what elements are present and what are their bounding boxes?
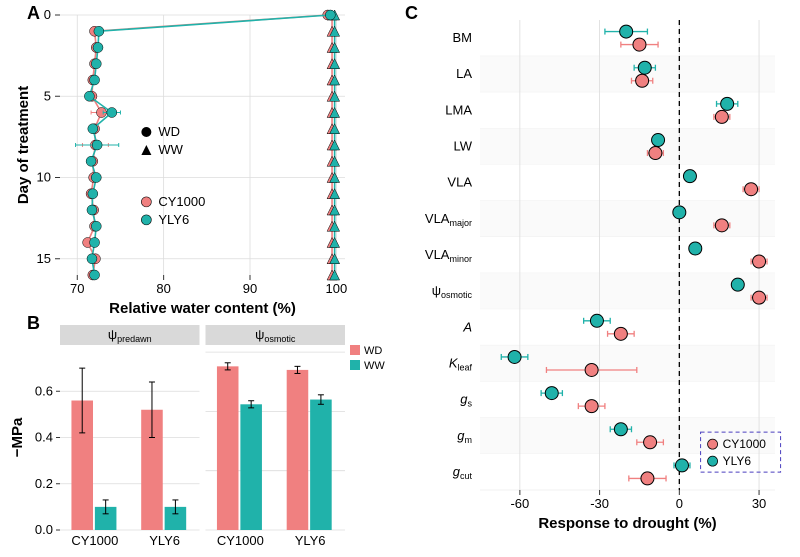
svg-text:100: 100 [326, 281, 348, 296]
panel-b-legend: WD WW [350, 345, 385, 372]
row-label: LMA [445, 102, 472, 117]
panel-b-letter: B [27, 313, 40, 333]
point [585, 363, 598, 376]
svg-text:15: 15 [37, 251, 51, 266]
panel-c-letter: C [405, 3, 418, 23]
panel-b: B−MPaψpredawn0.00.20.40.6CY1000YLY6ψosmo… [9, 313, 385, 548]
row-label: LW [453, 139, 472, 154]
point [675, 459, 688, 472]
svg-text:YLY6: YLY6 [149, 533, 180, 548]
row-label: ψosmotic [432, 283, 473, 300]
svg-text:CY1000: CY1000 [71, 533, 118, 548]
svg-text:30: 30 [752, 496, 766, 511]
point [753, 291, 766, 304]
row-label: A [462, 319, 472, 334]
row-label: gcut [453, 464, 473, 481]
svg-text:0: 0 [676, 496, 683, 511]
point [508, 350, 521, 363]
panel-c-xlabel: Response to drought (%) [538, 515, 716, 532]
bar [217, 366, 239, 530]
row-label: VLA [447, 175, 472, 190]
row-label: VLAminor [425, 247, 472, 264]
svg-text:-30: -30 [590, 496, 609, 511]
svg-text:80: 80 [156, 281, 170, 296]
point [585, 400, 598, 413]
bar [310, 400, 332, 530]
point [649, 147, 662, 160]
svg-text:0.4: 0.4 [35, 430, 53, 445]
svg-text:10: 10 [37, 170, 51, 185]
svg-text:WW: WW [364, 360, 385, 372]
svg-text:70: 70 [70, 281, 84, 296]
point [689, 242, 702, 255]
svg-text:0.6: 0.6 [35, 383, 53, 398]
panel-a: A 70 80 90 100 0 5 10 15 Relative water content (… [15, 3, 347, 317]
panel-b-facet: ψpredawn0.00.20.40.6CY1000YLY6 [35, 325, 200, 548]
svg-text:90: 90 [243, 281, 257, 296]
svg-text:YLY6: YLY6 [723, 454, 752, 468]
svg-text:0.0: 0.0 [35, 522, 53, 537]
bar [240, 404, 262, 530]
svg-text:CY1000: CY1000 [217, 533, 264, 548]
svg-text:YLY6: YLY6 [295, 533, 326, 548]
point [638, 61, 651, 74]
svg-text:0: 0 [44, 7, 51, 22]
panel-b-ylabel: −MPa [9, 417, 26, 457]
point [731, 278, 744, 291]
svg-text:5: 5 [44, 88, 51, 103]
row-label: LA [456, 66, 472, 81]
svg-text:WW: WW [158, 142, 183, 157]
row-label: gs [460, 392, 472, 409]
point [641, 472, 654, 485]
point [715, 110, 728, 123]
point [614, 423, 627, 436]
point [683, 170, 696, 183]
row-label: BM [453, 30, 473, 45]
svg-text:CY1000: CY1000 [723, 437, 767, 451]
row-label: gm [457, 428, 472, 445]
point [620, 25, 633, 38]
point [633, 38, 646, 51]
panel-b-facet: ψosmoticCY1000YLY6 [206, 325, 346, 548]
svg-text:-60: -60 [510, 496, 529, 511]
svg-text:WD: WD [158, 124, 180, 139]
panel-a-ylabel: Day of treatment [15, 86, 32, 204]
panel-c: C -60 -30 0 30 Response to drought (%) BM LA LMA… [405, 3, 781, 532]
row-label: Kleaf [449, 355, 473, 372]
svg-text:CY1000: CY1000 [158, 194, 205, 209]
point [644, 436, 657, 449]
point [721, 97, 734, 110]
point [745, 183, 758, 196]
point [545, 387, 558, 400]
row-label: VLAmajor [425, 211, 472, 228]
svg-text:YLY6: YLY6 [158, 212, 189, 227]
point [753, 255, 766, 268]
svg-text:WD: WD [364, 345, 382, 357]
bar [287, 370, 309, 530]
panel-a-xlabel: Relative water content (%) [109, 300, 296, 317]
point [652, 134, 665, 147]
point [673, 206, 686, 219]
point [636, 74, 649, 87]
svg-text:0.2: 0.2 [35, 476, 53, 491]
point [715, 219, 728, 232]
point [590, 314, 603, 327]
panel-a-letter: A [27, 3, 40, 23]
figure: A 70 80 90 100 0 5 10 15 Relative water content (… [0, 0, 800, 557]
point [614, 327, 627, 340]
